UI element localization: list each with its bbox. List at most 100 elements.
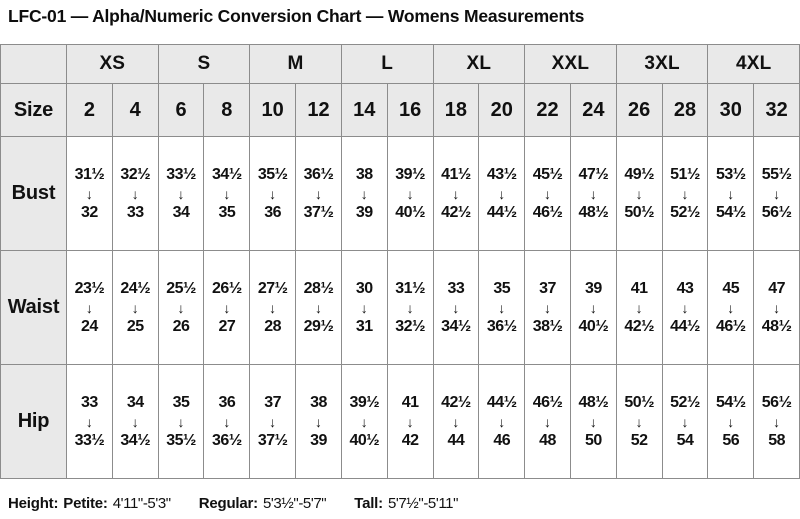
- range-from: 32½: [120, 165, 151, 183]
- range-to: 32½: [395, 317, 425, 335]
- height-label: Height:: [8, 495, 59, 512]
- waist-range-size-22: 37 ↓ 38½: [525, 280, 570, 335]
- bust-cell-size-26: 49½ ↓ 50½: [615, 136, 663, 251]
- down-arrow-icon: ↓: [314, 413, 322, 430]
- bust-cell-size-12: 36½ ↓ 37½: [295, 136, 342, 251]
- height-note: Height: Petite: 4'11"-5'3" Regular: 5'3½…: [8, 495, 458, 512]
- range-to: 58: [768, 431, 785, 449]
- range-from: 41½: [441, 165, 471, 183]
- down-arrow-icon: ↓: [452, 185, 460, 202]
- waist-cell-size-16: 31½ ↓ 32½: [386, 250, 434, 365]
- bust-cell-size-28: 51½ ↓ 52½: [661, 136, 709, 251]
- down-arrow-icon: ↓: [452, 413, 460, 430]
- bust-cell-size-20: 43½ ↓ 44½: [478, 136, 526, 251]
- range-from: 35½: [257, 165, 288, 183]
- numeric-size-14: 14: [340, 83, 388, 137]
- range-to: 42½: [624, 317, 654, 335]
- range-to: 50: [584, 431, 602, 449]
- numeric-size-22: 22: [524, 83, 571, 137]
- range-from: 39½: [349, 393, 380, 411]
- down-arrow-icon: ↓: [773, 299, 781, 316]
- bust-range-size-28: 51½ ↓ 52½: [663, 166, 708, 221]
- waist-cell-size-30: 45 ↓ 46½: [707, 250, 755, 365]
- hip-cell-size-24: 48½ ↓ 50: [569, 364, 617, 479]
- range-from: 24½: [120, 279, 151, 297]
- hip-cell-size-28: 52½ ↓ 54: [661, 364, 709, 479]
- bust-cell-size-22: 45½ ↓ 46½: [524, 136, 571, 251]
- petite-label: Petite:: [63, 495, 108, 512]
- numeric-size-2: 2: [66, 83, 113, 137]
- down-arrow-icon: ↓: [269, 413, 277, 430]
- row-waist: Waist 23½ ↓ 24 24½ ↓ 25 25½ ↓ 26 26½ ↓ 27 27½ ↓ 28 28½ ↓ 2…: [0, 250, 800, 365]
- row-label-bust: Bust: [0, 136, 67, 251]
- waist-cell-size-12: 28½ ↓ 29½: [295, 250, 342, 365]
- waist-cell-size-6: 25½ ↓ 26: [157, 250, 205, 365]
- petite-value: 4'11"-5'3": [112, 495, 171, 512]
- range-to: 39: [310, 431, 327, 449]
- range-from: 49½: [624, 165, 654, 183]
- alpha-size-xxl: XXL: [524, 44, 617, 84]
- down-arrow-icon: ↓: [131, 299, 139, 316]
- bust-range-size-6: 33½ ↓ 34: [159, 166, 204, 221]
- hip-cell-size-16: 41 ↓ 42: [386, 364, 434, 479]
- down-arrow-icon: ↓: [544, 185, 552, 202]
- range-from: 56½: [761, 393, 792, 411]
- hip-range-size-4: 34 ↓ 34½: [113, 394, 158, 449]
- hip-range-size-18: 42½ ↓ 44: [434, 394, 479, 449]
- waist-cell-size-32: 47 ↓ 48½: [753, 250, 800, 365]
- down-arrow-icon: ↓: [85, 185, 93, 202]
- range-to: 36½: [212, 431, 242, 449]
- range-from: 50½: [624, 393, 654, 411]
- range-to: 34: [172, 203, 190, 221]
- down-arrow-icon: ↓: [635, 185, 643, 202]
- bust-range-size-30: 53½ ↓ 54½: [708, 166, 753, 221]
- numeric-size-20: 20: [478, 83, 526, 137]
- waist-cell-size-10: 27½ ↓ 28: [249, 250, 297, 365]
- range-from: 42½: [441, 393, 471, 411]
- range-from: 30: [355, 279, 373, 297]
- range-to: 46½: [715, 317, 746, 335]
- range-from: 38: [355, 165, 373, 183]
- range-from: 33: [81, 393, 98, 411]
- hip-range-size-24: 48½ ↓ 50: [571, 394, 616, 449]
- range-to: 24: [81, 317, 98, 335]
- range-to: 50½: [624, 203, 654, 221]
- range-from: 37: [539, 279, 556, 297]
- numeric-size-18: 18: [432, 83, 480, 137]
- bust-cell-size-2: 31½ ↓ 32: [66, 136, 113, 251]
- range-from: 54½: [715, 393, 746, 411]
- hip-range-size-6: 35 ↓ 35½: [159, 394, 204, 449]
- numeric-size-28: 28: [661, 83, 709, 137]
- tall-label: Tall:: [354, 495, 383, 512]
- down-arrow-icon: ↓: [314, 299, 322, 316]
- down-arrow-icon: ↓: [223, 413, 231, 430]
- range-to: 25: [126, 317, 144, 335]
- hip-cell-size-18: 42½ ↓ 44: [432, 364, 480, 479]
- range-to: 37½: [257, 431, 288, 449]
- bust-range-size-24: 47½ ↓ 48½: [571, 166, 616, 221]
- down-arrow-icon: ↓: [544, 299, 552, 316]
- range-from: 43½: [486, 165, 517, 183]
- range-from: 37: [264, 393, 282, 411]
- alpha-size-3xl: 3XL: [615, 44, 709, 84]
- range-from: 52½: [670, 393, 700, 411]
- bust-range-size-4: 32½ ↓ 33: [113, 166, 158, 221]
- bust-range-size-8: 34½ ↓ 35: [204, 166, 249, 221]
- corner-cell: [0, 44, 67, 84]
- down-arrow-icon: ↓: [727, 299, 735, 316]
- down-arrow-icon: ↓: [773, 185, 781, 202]
- range-from: 27½: [257, 279, 288, 297]
- size-label: Size: [0, 83, 67, 137]
- numeric-size-24: 24: [569, 83, 617, 137]
- bust-range-size-20: 43½ ↓ 44½: [479, 166, 524, 221]
- hip-range-size-10: 37 ↓ 37½: [250, 394, 295, 449]
- numeric-size-32: 32: [753, 83, 800, 137]
- range-to: 48: [539, 431, 556, 449]
- bust-cell-size-10: 35½ ↓ 36: [249, 136, 297, 251]
- bust-range-size-18: 41½ ↓ 42½: [434, 166, 479, 221]
- range-to: 26: [172, 317, 190, 335]
- numeric-size-12: 12: [295, 83, 342, 137]
- waist-range-size-32: 47 ↓ 48½: [754, 280, 799, 335]
- range-from: 38: [310, 393, 327, 411]
